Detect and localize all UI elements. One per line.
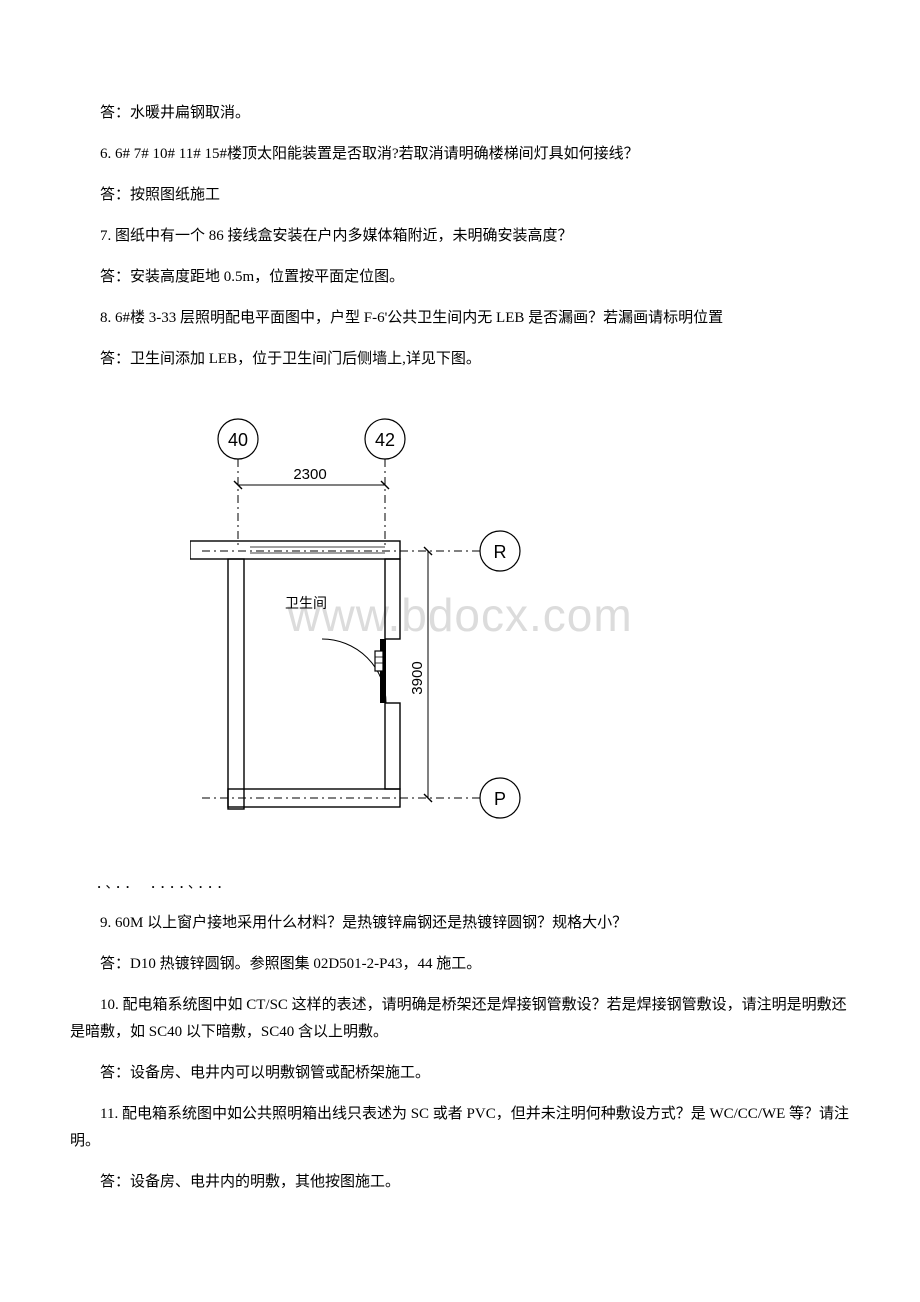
question-8: 8. 6#楼 3-33 层照明配电平面图中，户型 F-6'公共卫生间内无 LEB… (70, 305, 850, 332)
answer-9: 答：D10 热镀锌圆钢。参照图集 02D501-2-P43，44 施工。 (70, 951, 850, 978)
question-9: 9. 60M 以上窗户接地采用什么材料？是热镀锌扁钢还是热镀锌圆钢？规格大小？ (70, 910, 850, 937)
wall-left (228, 559, 244, 809)
question-10: 10. 配电箱系统图中如 CT/SC 这样的表述，请明确是桥架还是焊接钢管敷设？… (70, 992, 850, 1046)
grid-label-r: R (494, 542, 507, 562)
floorplan-svg: 40 42 2300 R P 3900 (190, 413, 530, 843)
leb-box (375, 651, 383, 671)
answer-8: 答：卫生间添加 LEB，位于卫生间门后侧墙上,详见下图。 (70, 346, 850, 373)
question-11: 11. 配电箱系统图中如公共照明箱出线只表述为 SC 或者 PVC，但并未注明何… (70, 1101, 850, 1155)
question-6: 6. 6# 7# 10# 11# 15#楼顶太阳能装置是否取消?若取消请明确楼梯… (70, 141, 850, 168)
dotted-marks: ．、．． ．．．．、．．． (70, 873, 850, 892)
wall-top (190, 541, 400, 559)
dim-h-text: 2300 (293, 466, 326, 483)
answer-7: 答：安装高度距地 0.5m，位置按平面定位图。 (70, 264, 850, 291)
answer-11: 答：设备房、电井内的明敷，其他按图施工。 (70, 1169, 850, 1196)
room-label: 卫生间 (285, 596, 327, 612)
wall-right-lower (385, 703, 400, 789)
answer-5: 答：水暖井扁钢取消。 (70, 100, 850, 127)
wall-right-upper (385, 559, 400, 639)
grid-label-42: 42 (375, 430, 395, 450)
answer-6: 答：按照图纸施工 (70, 182, 850, 209)
grid-label-40: 40 (228, 430, 248, 450)
answer-10: 答：设备房、电井内可以明敷钢管或配桥架施工。 (70, 1060, 850, 1087)
grid-label-p: P (494, 789, 506, 809)
question-7: 7. 图纸中有一个 86 接线盒安装在户内多媒体箱附近，未明确安装高度？ (70, 223, 850, 250)
floorplan-diagram: www.bdocx.com 40 42 2300 R P (70, 413, 850, 843)
dim-v-text: 3900 (409, 661, 426, 694)
